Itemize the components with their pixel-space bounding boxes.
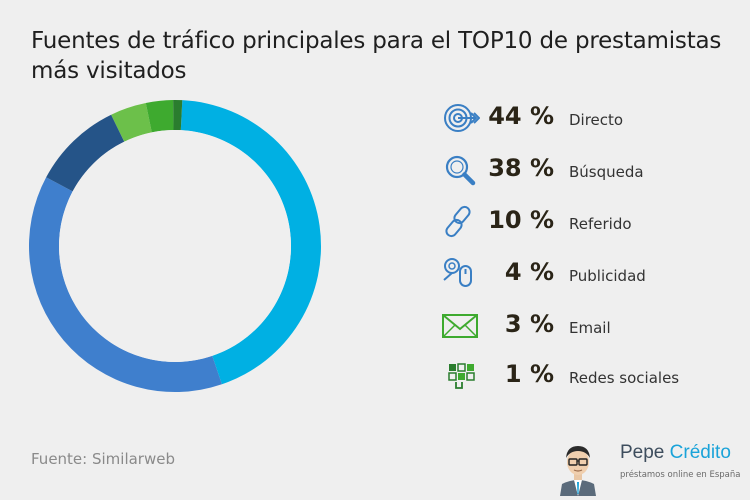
- legend-item-busqueda: 38 % Búsqueda: [432, 148, 732, 192]
- legend-value: 1 %: [504, 360, 554, 388]
- legend-label: Publicidad: [569, 267, 646, 285]
- legend-item-redes-sociales: 1 % Redes sociales: [432, 354, 732, 398]
- legend-item-email: 3 % Email: [432, 304, 732, 348]
- donut-slice-busqueda: [28, 177, 222, 392]
- legend-label: Email: [569, 319, 611, 337]
- legend-value: 38 %: [488, 154, 554, 182]
- ad-click-icon: [443, 258, 472, 287]
- mascot-avatar: [560, 446, 596, 496]
- social-network-icon: [448, 363, 475, 389]
- donut-hole: [59, 130, 291, 362]
- donut-slices: [28, 99, 321, 392]
- legend-value: 3 %: [504, 310, 554, 338]
- donut-slice-publicidad: [111, 102, 152, 142]
- chart-title: Fuentes de tráfico principales para el T…: [31, 28, 722, 84]
- legend-label: Redes sociales: [569, 369, 680, 387]
- brand-name: Pepe Crédito: [620, 442, 731, 463]
- donut-slice-redes: [173, 99, 183, 131]
- legend-item-publicidad: 4 % Publicidad: [432, 252, 732, 296]
- legend-label: Búsqueda: [569, 163, 644, 181]
- target-icon: [444, 104, 480, 132]
- legend-item-directo: 44 % Directo: [432, 96, 732, 140]
- donut-slice-referido: [46, 114, 125, 192]
- magnifier-icon: [445, 155, 476, 186]
- link-icon: [445, 205, 471, 238]
- brand-logo[interactable]: Pepe Crédito préstamos online en España: [556, 436, 746, 496]
- legend-value: 4 %: [504, 258, 554, 286]
- legend-label: Referido: [569, 215, 632, 233]
- envelope-icon: [442, 314, 478, 338]
- source-note: Fuente: Similarweb: [31, 450, 175, 468]
- legend-value: 44 %: [488, 102, 554, 130]
- brand-tagline: préstamos online en España: [620, 470, 741, 480]
- legend-value: 10 %: [488, 206, 554, 234]
- legend-label: Directo: [569, 111, 624, 129]
- donut-slice-directo: [180, 100, 321, 385]
- donut-slice-email: [145, 100, 174, 133]
- legend-item-referido: 10 % Referido: [432, 200, 732, 244]
